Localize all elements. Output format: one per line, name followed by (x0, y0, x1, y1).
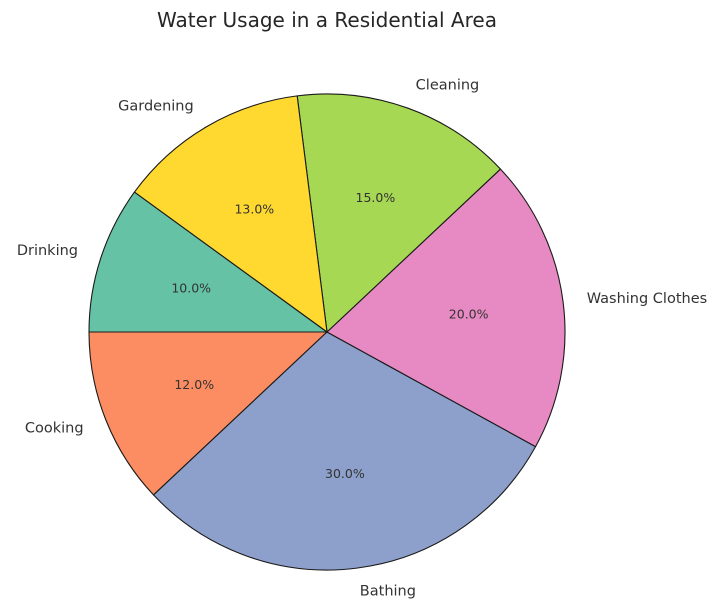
category-label-cleaning: Cleaning (416, 78, 480, 94)
pie-slice-cooking (88, 331, 328, 496)
pct-label-drinking: 10.0% (171, 280, 211, 295)
chart-title: Water Usage in a Residential Area (157, 8, 497, 32)
pie-slice-washing-clothes (326, 168, 566, 448)
pct-label-gardening: 13.0% (234, 202, 274, 217)
category-label-drinking: Drinking (17, 243, 78, 259)
pct-label-cleaning: 15.0% (356, 190, 396, 205)
category-label-cooking: Cooking (25, 420, 84, 436)
pct-label-bathing: 30.0% (325, 466, 365, 481)
category-label-bathing: Bathing (360, 584, 416, 600)
pie-slice-drinking (88, 191, 328, 333)
pie-slice-bathing (152, 331, 537, 571)
pie-slice-gardening (133, 95, 328, 333)
category-label-washing-clothes: Washing Clothes (587, 291, 707, 307)
pct-label-cooking: 12.0% (174, 377, 214, 392)
pie-slice-cleaning (296, 93, 502, 333)
pct-label-washing-clothes: 20.0% (449, 307, 489, 322)
slices-layer (88, 93, 566, 571)
category-label-gardening: Gardening (118, 99, 194, 115)
labels-layer: 10.0% Drinking 12.0% Cooking 30.0% Bathing 20.… (17, 78, 707, 600)
